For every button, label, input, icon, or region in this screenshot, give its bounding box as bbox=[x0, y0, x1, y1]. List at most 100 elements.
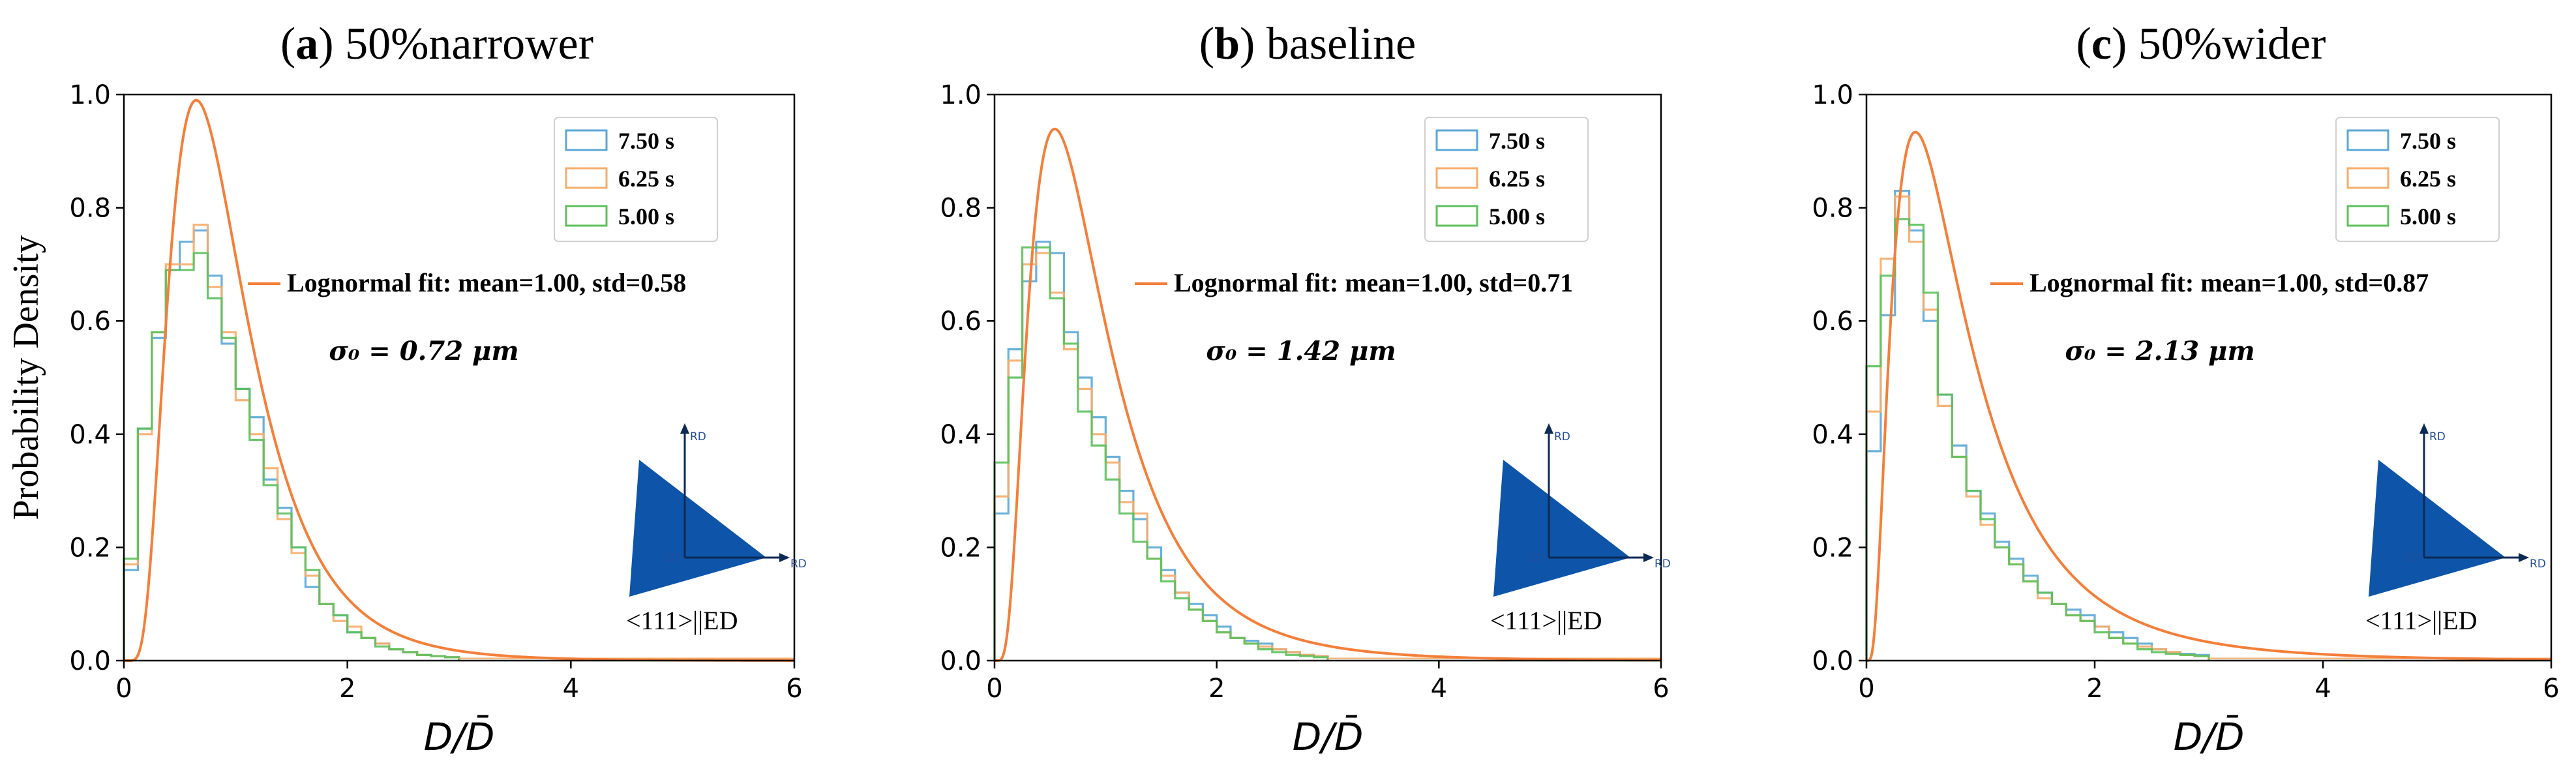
x-tick-label: 0 bbox=[986, 674, 1002, 704]
panel-c: (c) 50%wider 0.0 0.2 0.4 0.6 0.8 1.0 0 2 4 6 D/D̄ 7.… bbox=[1812, 19, 2559, 759]
legend-swatch bbox=[565, 167, 608, 189]
legend-box bbox=[2335, 117, 2500, 242]
panel-letter: a bbox=[295, 19, 318, 69]
legend-label: 6.25 s bbox=[618, 166, 674, 192]
legend-label: 6.25 s bbox=[1489, 166, 1545, 192]
fit-label: Lognormal fit: mean=1.00, std=0.58 bbox=[287, 268, 686, 297]
x-tick-label: 6 bbox=[2543, 674, 2559, 704]
panel-a: (a) 50%narrower 0.0 0.2 0.4 0.6 0.8 1.0 0 2 4 6 D/D… bbox=[6, 19, 807, 759]
panel-letter: b bbox=[1214, 19, 1240, 69]
y-tick-label: 0.2 bbox=[940, 533, 981, 563]
y-axis-label: Probability Density bbox=[6, 235, 46, 520]
arrow-head-up bbox=[1544, 423, 1553, 434]
sigma-label: σ₀ = 1.42 μm bbox=[1206, 336, 1396, 367]
y-tick-label: 0.8 bbox=[1812, 194, 1853, 224]
x-tick-label: 6 bbox=[786, 674, 802, 704]
plot-frame bbox=[1865, 93, 2553, 662]
x-tick-label: 0 bbox=[115, 674, 132, 704]
y-tick-label: 1.0 bbox=[940, 80, 981, 110]
rd-label-top: RD bbox=[1554, 430, 1570, 443]
histogram-7-50-s bbox=[993, 241, 1329, 661]
x-tick-label: 2 bbox=[1208, 674, 1225, 704]
histogram-5-00-s bbox=[993, 246, 1329, 661]
x-tick-label: 4 bbox=[1431, 674, 1447, 704]
legend-swatch bbox=[1435, 129, 1478, 151]
rd-label-right: RD bbox=[2530, 558, 2546, 571]
panel-title: (c) 50%wider bbox=[2076, 19, 2326, 69]
y-tick-label: 0.8 bbox=[69, 194, 111, 224]
arrow-head-up bbox=[680, 423, 689, 434]
y-tick-label: 0.8 bbox=[940, 194, 981, 224]
arrow-head-right bbox=[2519, 553, 2529, 562]
y-tick-label: 0.0 bbox=[1812, 646, 1853, 676]
legend-swatch bbox=[565, 129, 608, 151]
plot-frame bbox=[123, 93, 796, 662]
orientation-label: <111>||ED bbox=[626, 606, 738, 635]
panel-letter: c bbox=[2091, 19, 2112, 69]
rd-label-top: RD bbox=[690, 430, 706, 443]
histogram-6-25-s bbox=[993, 252, 1329, 661]
histogram-5-00-s bbox=[123, 252, 460, 661]
x-tick-label: 2 bbox=[2086, 674, 2103, 704]
y-tick-label: 0.4 bbox=[940, 420, 981, 450]
sigma-label: σ₀ = 2.13 μm bbox=[2065, 336, 2254, 367]
ipf-triangle-inset: RD RD ED bbox=[629, 423, 807, 597]
y-tick-label: 0.6 bbox=[1812, 307, 1853, 337]
x-tick-label: 2 bbox=[339, 674, 355, 704]
sigma-label: σ₀ = 0.72 μm bbox=[329, 336, 518, 367]
panel-title-text: baseline bbox=[1266, 19, 1416, 69]
x-axis-label: D/D̄ bbox=[2174, 713, 2245, 759]
legend-label: 5.00 s bbox=[1489, 203, 1545, 230]
ipf-triangle bbox=[1493, 460, 1630, 597]
y-tick-label: 0.0 bbox=[940, 646, 981, 676]
y-tick-label: 1.0 bbox=[1812, 80, 1853, 110]
x-axis-label: D/D̄ bbox=[1293, 713, 1364, 759]
y-tick-label: 0.4 bbox=[1812, 420, 1853, 450]
x-tick-label: 4 bbox=[563, 674, 579, 704]
legend-label: 5.00 s bbox=[2400, 203, 2456, 230]
ipf-triangle-inset: RD RD ED bbox=[1493, 423, 1671, 597]
y-tick-label: 0.4 bbox=[69, 420, 111, 450]
panel-title-text: 50%wider bbox=[2138, 19, 2326, 69]
ipf-triangle bbox=[2369, 460, 2506, 597]
legend-swatch bbox=[2346, 167, 2389, 189]
y-tick-label: 0.2 bbox=[69, 533, 111, 563]
ed-label: ED bbox=[665, 551, 681, 564]
ipf-triangle bbox=[629, 460, 766, 597]
y-tick-label: 0.6 bbox=[940, 307, 981, 337]
panel-b: (b) baseline 0.0 0.2 0.4 0.6 0.8 1.0 0 2 4 6 D/D̄ 7.… bbox=[940, 19, 1671, 759]
rd-label-right: RD bbox=[1655, 558, 1671, 571]
legend-swatch bbox=[2346, 205, 2389, 227]
x-tick-label: 6 bbox=[1653, 674, 1669, 704]
legend-label: 7.50 s bbox=[618, 128, 674, 154]
fit-label: Lognormal fit: mean=1.00, std=0.87 bbox=[2029, 268, 2429, 297]
fit-label: Lognormal fit: mean=1.00, std=0.71 bbox=[1174, 268, 1573, 297]
panel-title-text: 50%narrower bbox=[345, 19, 593, 69]
orientation-label: <111>||ED bbox=[1490, 606, 1602, 635]
legend-box bbox=[1424, 117, 1589, 242]
panel-title: (b) baseline bbox=[1199, 19, 1416, 69]
rd-label-right: RD bbox=[790, 558, 807, 571]
x-tick-label: 4 bbox=[2314, 674, 2331, 704]
y-tick-label: 0.2 bbox=[1812, 533, 1853, 563]
lognormal-fit-curve bbox=[995, 127, 1661, 662]
legend-swatch bbox=[565, 205, 608, 227]
x-axis-label: D/D̄ bbox=[424, 713, 495, 759]
y-tick-label: 1.0 bbox=[69, 80, 111, 110]
legend-swatch bbox=[1435, 167, 1478, 189]
legend-label: 6.25 s bbox=[2400, 166, 2456, 192]
legend-label: 7.50 s bbox=[1489, 128, 1545, 154]
arrow-head-up bbox=[2419, 423, 2429, 434]
legend-swatch bbox=[2346, 129, 2389, 151]
legend-label: 7.50 s bbox=[2400, 128, 2456, 154]
lognormal-fit-curve bbox=[1866, 130, 2552, 662]
histogram-5-00-s bbox=[1865, 218, 2210, 661]
ed-label: ED bbox=[2404, 551, 2420, 564]
y-tick-label: 0.0 bbox=[69, 646, 111, 676]
plot-frame bbox=[993, 93, 1662, 662]
arrow-head-right bbox=[779, 553, 790, 562]
rd-label-top: RD bbox=[2429, 430, 2446, 443]
legend-label: 5.00 s bbox=[618, 203, 674, 230]
ipf-triangle-inset: RD RD ED bbox=[2369, 423, 2546, 597]
